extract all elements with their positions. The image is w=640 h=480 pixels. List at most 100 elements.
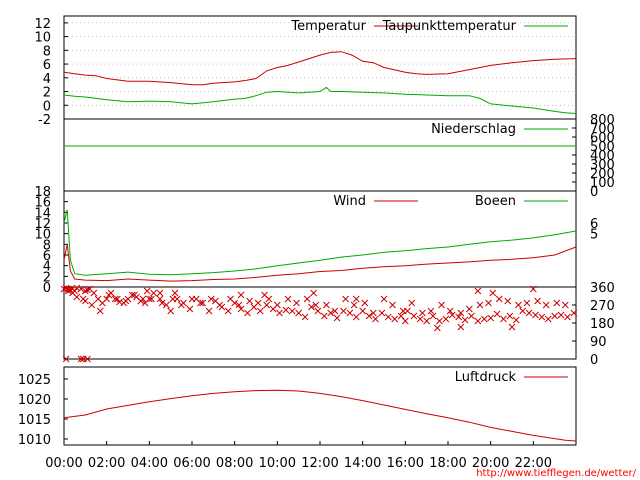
y-tick-label: 2	[43, 270, 51, 285]
scatter-point	[237, 291, 245, 299]
y-tick-label: 14	[34, 206, 51, 221]
y-tick-label: 0	[43, 99, 51, 114]
scatter-point	[293, 299, 300, 307]
scatter-point	[90, 289, 98, 297]
scatter-point	[186, 305, 194, 313]
y-tick-label: 100	[590, 176, 615, 191]
scatter-point	[438, 301, 445, 309]
scatter-point	[158, 299, 166, 307]
scatter-point	[352, 295, 360, 303]
scatter-point	[419, 309, 426, 317]
scatter-point	[246, 297, 253, 305]
series-line-0	[63, 51, 577, 86]
scatter-point	[103, 295, 111, 303]
y-tick-label: 0	[590, 185, 598, 200]
series-line-0	[63, 389, 577, 442]
scatter-point	[320, 312, 328, 320]
x-tick-label: 10:00	[259, 456, 296, 471]
scatter-point	[461, 316, 469, 324]
scatter-point	[314, 307, 322, 315]
scatter-point	[128, 291, 136, 299]
scatter-point	[77, 355, 85, 363]
scatter-point	[534, 297, 541, 305]
series-line-0	[63, 244, 577, 282]
scatter-point	[397, 312, 405, 320]
y-tick-label: 90	[590, 335, 607, 350]
scatter-point	[474, 317, 482, 325]
scatter-point	[282, 306, 290, 314]
y-tick-label: 400	[590, 149, 615, 164]
scatter-point	[493, 310, 501, 318]
scatter-point	[361, 299, 369, 307]
y-tick-label: 0	[43, 281, 51, 296]
scatter-point	[389, 301, 396, 309]
x-tick-label: 00:00	[45, 456, 82, 471]
credit-link[interactable]: http://www.tiefflegen.de/wetter/	[476, 468, 636, 479]
scatter-point	[508, 323, 516, 331]
scatter-point	[506, 312, 514, 320]
scatter-point	[64, 287, 72, 295]
y-tick-label: 18	[34, 185, 51, 200]
scatter-point	[84, 355, 91, 363]
scatter-point	[73, 293, 81, 301]
y-tick-label: 500	[590, 140, 615, 155]
scatter-point	[542, 301, 550, 309]
scatter-point	[372, 315, 379, 323]
scatter-point	[148, 295, 155, 303]
scatter-point	[378, 309, 386, 317]
y-tick-label: 1015	[18, 413, 51, 428]
scatter-point	[512, 316, 520, 324]
scatter-point	[288, 307, 296, 315]
y-tick-label: 10	[34, 31, 51, 46]
y-tick-label: 700	[590, 122, 615, 137]
scatter-point	[352, 313, 360, 321]
scatter-point	[256, 307, 264, 315]
scatter-point	[261, 291, 268, 299]
scatter-point	[167, 307, 175, 315]
y-tick-label: 1020	[18, 393, 51, 408]
scatter-point	[276, 309, 283, 317]
legend-label: Temperatur	[290, 19, 366, 34]
scatter-point	[448, 311, 456, 319]
scatter-point	[303, 295, 311, 303]
scatter-point	[399, 307, 407, 315]
y-tick-label: 1025	[18, 373, 51, 388]
scatter-point	[177, 301, 185, 309]
scatter-point	[487, 314, 495, 322]
scatter-point	[457, 309, 465, 317]
y-tick-label: 4	[43, 260, 51, 275]
scatter-point	[188, 295, 196, 303]
series-line-1	[63, 209, 577, 276]
scatter-point	[408, 299, 416, 307]
scatter-point	[553, 299, 561, 307]
scatter-point	[401, 317, 409, 325]
x-tick-label: 12:00	[301, 456, 338, 471]
scatter-point	[131, 291, 138, 299]
legend-label: Boeen	[475, 194, 516, 209]
scatter-point	[433, 324, 441, 332]
scatter-point	[295, 309, 303, 317]
scatter-point	[327, 309, 335, 317]
y-tick-label: 1010	[18, 433, 51, 448]
scatter-point	[423, 317, 431, 325]
y-tick-label: 360	[590, 281, 615, 296]
x-tick-label: 18:00	[429, 456, 466, 471]
panel-frame-wind-direction	[63, 286, 577, 360]
scatter-point	[62, 355, 70, 363]
legend-label: Wind	[333, 194, 366, 209]
scatter-point	[342, 295, 349, 303]
scatter-point	[551, 312, 559, 320]
scatter-point	[244, 309, 251, 317]
scatter-point	[346, 309, 354, 317]
scatter-point	[171, 289, 179, 297]
scatter-point	[207, 295, 215, 303]
right-tick-label: 5	[590, 228, 598, 243]
series-line-1	[63, 86, 577, 114]
scatter-point	[310, 289, 317, 297]
x-tick-label: 14:00	[344, 456, 381, 471]
scatter-point	[227, 295, 234, 303]
scatter-point	[416, 315, 424, 323]
scatter-point	[384, 313, 392, 321]
